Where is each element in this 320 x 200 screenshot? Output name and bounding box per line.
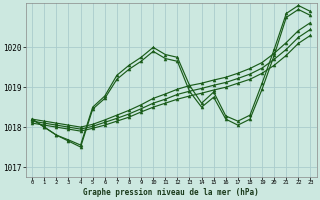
X-axis label: Graphe pression niveau de la mer (hPa): Graphe pression niveau de la mer (hPa): [84, 188, 259, 197]
